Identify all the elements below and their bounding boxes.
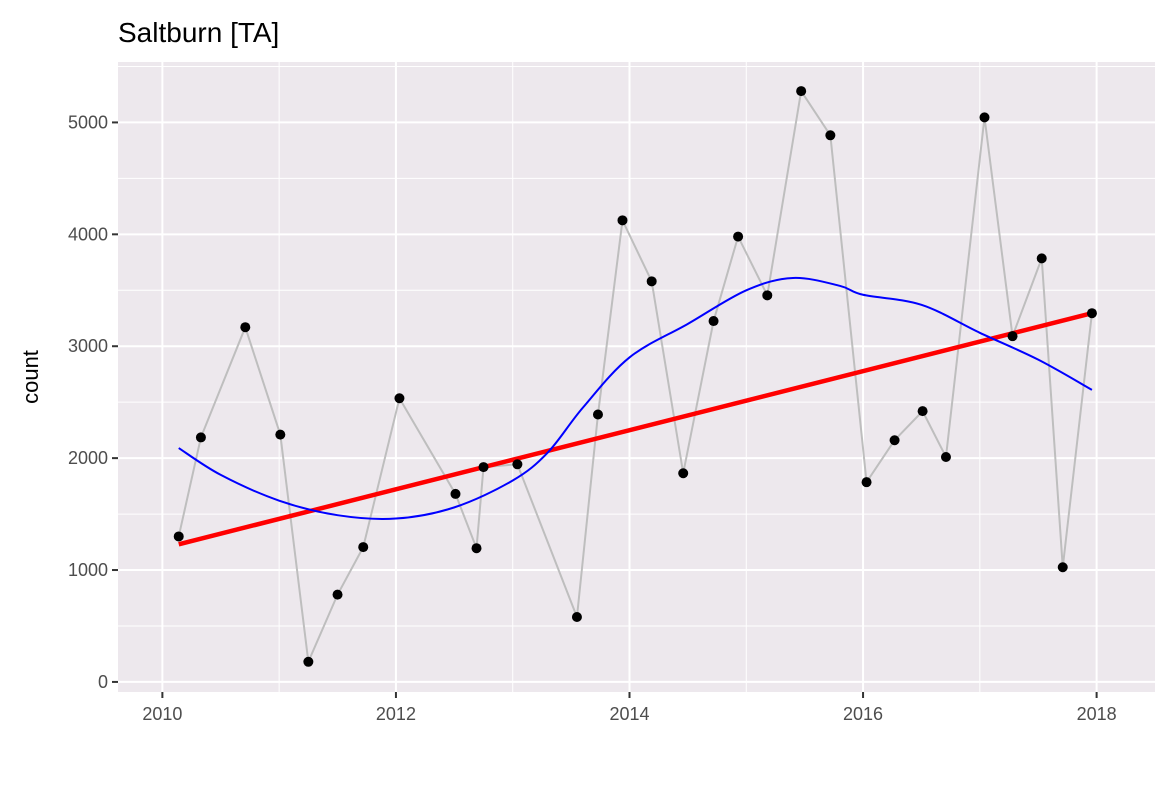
data-point bbox=[733, 231, 744, 242]
data-point bbox=[889, 435, 900, 446]
data-point bbox=[571, 612, 582, 623]
y-tick-label: 0 bbox=[98, 672, 108, 692]
data-point bbox=[478, 462, 489, 473]
data-point bbox=[825, 130, 836, 141]
data-point bbox=[617, 215, 628, 226]
y-axis: 0 1000 2000 3000 4000 5000 bbox=[68, 112, 118, 692]
data-point bbox=[708, 316, 719, 327]
y-tick-label: 4000 bbox=[68, 224, 108, 244]
y-axis-label: count bbox=[18, 350, 43, 404]
x-tick-label: 2012 bbox=[376, 704, 416, 724]
y-tick-label: 3000 bbox=[68, 336, 108, 356]
data-point bbox=[979, 112, 990, 123]
data-point bbox=[332, 589, 343, 600]
data-point bbox=[275, 429, 286, 440]
data-point bbox=[358, 542, 369, 553]
data-point bbox=[471, 543, 482, 554]
data-point bbox=[450, 488, 461, 499]
x-tick-label: 2014 bbox=[609, 704, 649, 724]
y-tick-label: 2000 bbox=[68, 448, 108, 468]
data-point bbox=[917, 406, 928, 417]
data-point bbox=[303, 656, 314, 667]
data-point bbox=[1007, 331, 1018, 342]
series-layer bbox=[173, 86, 1097, 667]
y-tick-label: 5000 bbox=[68, 112, 108, 132]
data-point bbox=[762, 290, 773, 301]
x-tick-label: 2018 bbox=[1077, 704, 1117, 724]
data-point bbox=[173, 531, 184, 542]
data-point bbox=[1057, 562, 1068, 573]
plot-panel bbox=[118, 62, 1155, 692]
x-tick-label: 2016 bbox=[843, 704, 883, 724]
chart-title: Saltburn [TA] bbox=[118, 17, 279, 48]
data-point bbox=[861, 477, 872, 488]
data-point bbox=[1036, 253, 1047, 264]
data-point bbox=[195, 432, 206, 443]
x-tick-label: 2010 bbox=[142, 704, 182, 724]
linear-trend-line bbox=[178, 311, 1093, 547]
x-axis: 2010 2012 2014 2016 2018 bbox=[142, 692, 1117, 724]
data-point bbox=[394, 393, 405, 404]
y-tick-label: 1000 bbox=[68, 560, 108, 580]
data-point bbox=[240, 322, 251, 333]
data-point bbox=[646, 276, 657, 287]
data-point bbox=[940, 452, 951, 463]
data-point bbox=[1086, 308, 1097, 319]
data-point bbox=[678, 468, 689, 479]
data-point bbox=[512, 459, 523, 470]
data-point bbox=[796, 86, 807, 97]
loess-smooth-line bbox=[178, 276, 1093, 520]
data-point bbox=[592, 409, 603, 420]
